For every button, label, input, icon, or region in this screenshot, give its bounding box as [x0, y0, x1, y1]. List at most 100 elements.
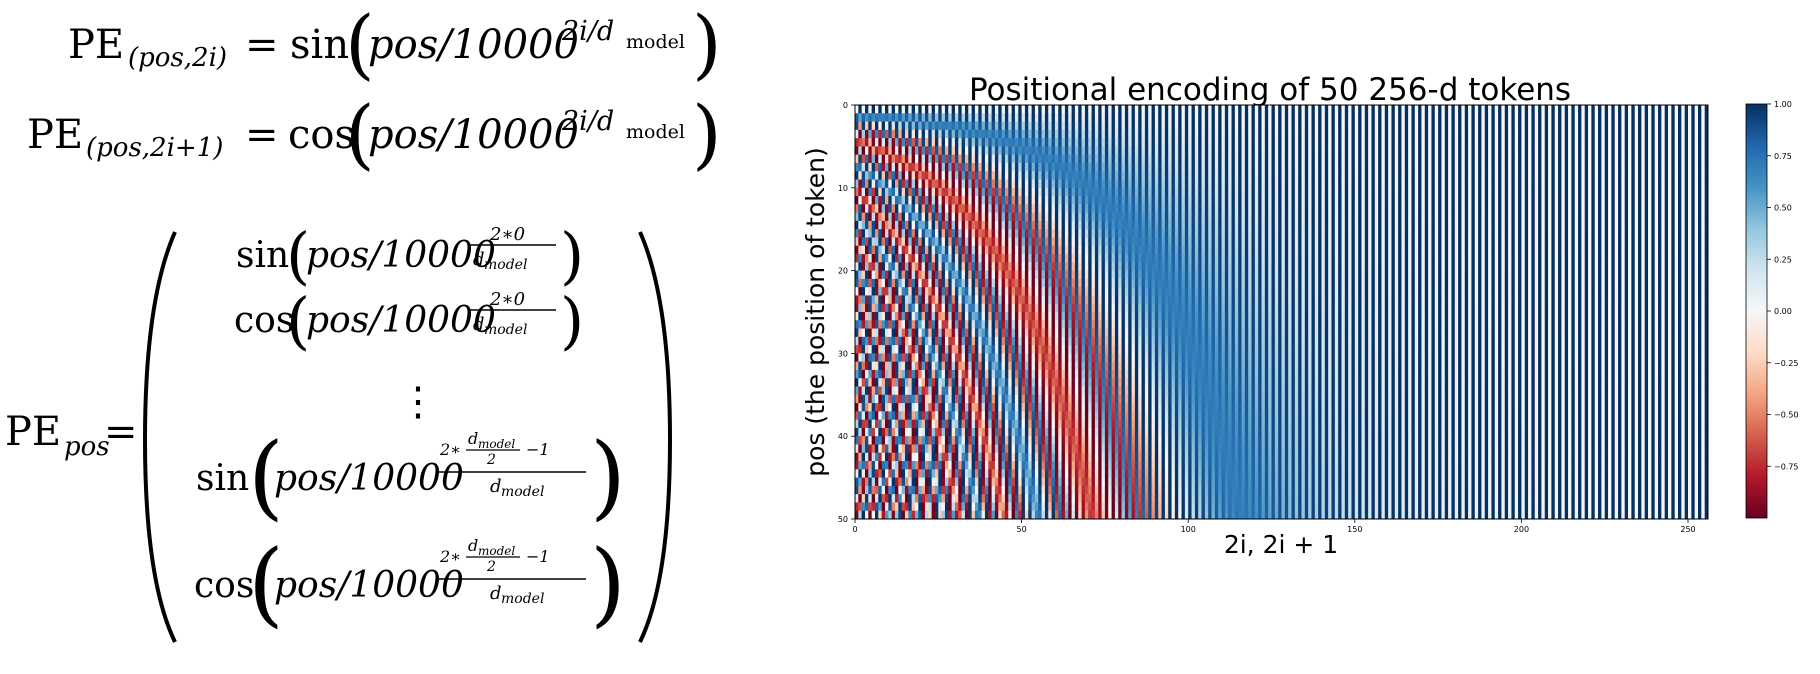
heatmap-cell	[1298, 237, 1302, 247]
heatmap-cell	[1284, 187, 1289, 197]
heatmap-cell	[1441, 162, 1446, 172]
heatmap-cell	[1061, 245, 1066, 255]
heatmap-cell	[1478, 229, 1482, 238]
heatmap-cell	[921, 179, 926, 189]
heatmap-cell	[941, 171, 946, 180]
heatmap-cell	[1598, 162, 1602, 172]
heatmap-cell	[1364, 196, 1369, 205]
heatmap-cell	[1398, 220, 1402, 230]
heatmap-cell	[1078, 229, 1082, 238]
heatmap-cell	[1001, 113, 1006, 122]
heatmap-cell	[1638, 187, 1642, 197]
heatmap-cell	[1141, 171, 1146, 180]
heatmap-cell	[1584, 254, 1589, 263]
heatmap-cell	[1111, 212, 1116, 222]
heatmap-cell	[1431, 204, 1436, 214]
heatmap-cell	[1418, 220, 1422, 230]
heatmap-cell	[1404, 245, 1409, 255]
heatmap-cell	[1541, 220, 1546, 230]
heatmap-cell	[1038, 171, 1042, 180]
heatmap-cell	[1411, 212, 1416, 222]
heatmap-cell	[1001, 254, 1006, 263]
heatmap-cell	[1561, 254, 1566, 263]
heatmap-cell	[1434, 105, 1439, 114]
heatmap-cell	[1628, 162, 1632, 172]
heatmap-cell	[1198, 187, 1202, 197]
heatmap-cell	[1378, 204, 1382, 214]
heatmap-cell	[874, 187, 879, 197]
heatmap-cell	[938, 254, 943, 263]
heatmap-cell	[1198, 229, 1202, 238]
heatmap-cell	[1451, 154, 1456, 164]
heatmap-cell	[1454, 229, 1459, 238]
heatmap-cell	[1358, 254, 1362, 263]
heatmap-cell	[1574, 162, 1579, 172]
heatmap-cell	[871, 105, 876, 114]
heatmap-cell	[1011, 196, 1016, 205]
heatmap-cell	[1331, 105, 1336, 114]
heatmap-cell	[974, 171, 979, 180]
heatmap-cell	[1651, 113, 1656, 122]
heatmap-cell	[1238, 146, 1242, 156]
heatmap-cell	[1331, 162, 1336, 172]
heatmap-cell	[888, 220, 893, 230]
heatmap-cell	[1614, 245, 1619, 255]
heatmap-cell	[1554, 212, 1559, 222]
heatmap-cell	[1051, 204, 1056, 214]
heatmap-cell	[1348, 162, 1352, 172]
heatmap-cell	[984, 187, 989, 197]
heatmap-cell	[1291, 154, 1296, 164]
heatmap-cell	[1614, 237, 1619, 247]
heatmap-cell	[1401, 212, 1406, 222]
heatmap-cell	[1211, 229, 1216, 238]
heatmap-cell	[988, 220, 993, 230]
heatmap-cell	[1628, 129, 1632, 139]
heatmap-cell	[1174, 212, 1179, 222]
heatmap-cell	[1191, 138, 1196, 147]
heatmap-cell	[1411, 245, 1416, 255]
heatmap-cell	[1611, 254, 1616, 263]
heatmap-cell	[1428, 187, 1432, 197]
heatmap-cell	[1251, 171, 1256, 180]
heatmap-cell	[1101, 113, 1106, 122]
heatmap-cell	[908, 196, 913, 205]
heatmap-cell	[1274, 179, 1279, 189]
heatmap-cell	[1301, 179, 1306, 189]
heatmap-cell	[1148, 129, 1152, 139]
heatmap-cell	[1654, 245, 1659, 255]
heatmap-cell	[1211, 187, 1216, 197]
heatmap-cell	[1018, 187, 1022, 197]
heatmap-cell	[951, 220, 956, 230]
heatmap-cell	[1281, 196, 1286, 205]
heatmap-cell	[1281, 113, 1286, 122]
heatmap-cell	[1234, 196, 1239, 205]
heatmap-cell	[1148, 138, 1152, 147]
heatmap-cell	[1458, 179, 1462, 189]
heatmap-cell	[1558, 204, 1562, 214]
heatmap-cell	[978, 171, 983, 180]
heatmap-cell	[1228, 187, 1232, 197]
heatmap-cell	[1121, 121, 1126, 131]
heatmap-cell	[1278, 229, 1282, 238]
heatmap-cell	[1351, 121, 1356, 131]
heatmap-cell	[1218, 229, 1222, 238]
heatmap-cell	[1381, 146, 1386, 156]
heatmap-cell	[1021, 237, 1026, 247]
heatmap-cell	[1121, 187, 1126, 197]
heatmap-cell	[1394, 138, 1399, 147]
heatmap-cell	[971, 220, 976, 230]
heatmap-cell	[1204, 245, 1209, 255]
heatmap-cell	[981, 121, 986, 131]
heatmap-cell	[1471, 179, 1476, 189]
heatmap-cell	[1404, 237, 1409, 247]
heatmap-cell	[1224, 212, 1229, 222]
heatmap-cell	[1421, 138, 1426, 147]
heatmap-cell	[1048, 105, 1052, 114]
heatmap-cell	[1298, 129, 1302, 139]
heatmap-cell	[1391, 162, 1396, 172]
heatmap-cell	[1094, 254, 1099, 263]
heatmap-cell	[1341, 245, 1346, 255]
heatmap-cell	[1188, 187, 1192, 197]
heatmap-cell	[1544, 254, 1549, 263]
heatmap-cell	[1521, 129, 1526, 139]
